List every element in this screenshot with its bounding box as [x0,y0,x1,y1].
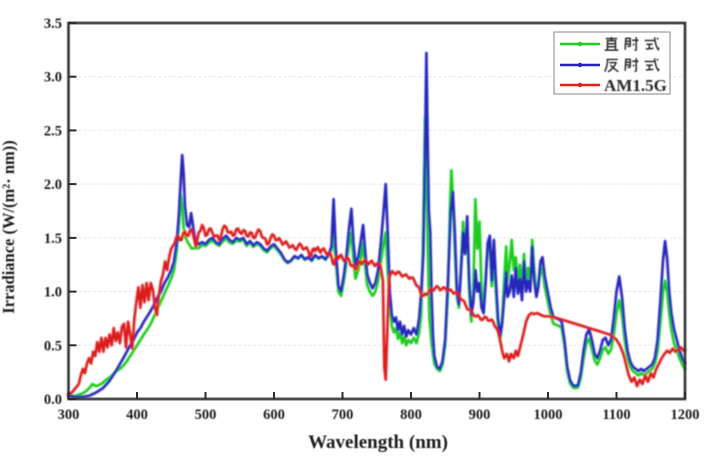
svg-text:400: 400 [126,407,148,423]
svg-text:700: 700 [332,407,354,423]
svg-text:0.0: 0.0 [44,392,62,408]
svg-text:2.5: 2.5 [44,123,62,139]
svg-text:3.0: 3.0 [44,70,62,86]
svg-text:AM1.5G: AM1.5G [604,76,667,95]
svg-text:300: 300 [58,407,80,423]
svg-text:0.5: 0.5 [44,338,62,354]
svg-text:Irradiance (W/(m²· nm)): Irradiance (W/(m²· nm)) [0,140,18,314]
svg-text:900: 900 [469,407,491,423]
svg-text:Wavelength (nm): Wavelength (nm) [308,432,448,453]
svg-text:1100: 1100 [602,407,630,423]
svg-text:1000: 1000 [534,407,563,423]
svg-text:1.5: 1.5 [44,231,62,247]
svg-text:1200: 1200 [671,407,700,423]
svg-text:3.5: 3.5 [44,16,62,32]
svg-text:600: 600 [263,407,285,423]
svg-text:1.0: 1.0 [44,285,62,301]
svg-text:500: 500 [195,407,217,423]
svg-text:800: 800 [400,407,422,423]
svg-text:2.0: 2.0 [44,177,62,193]
